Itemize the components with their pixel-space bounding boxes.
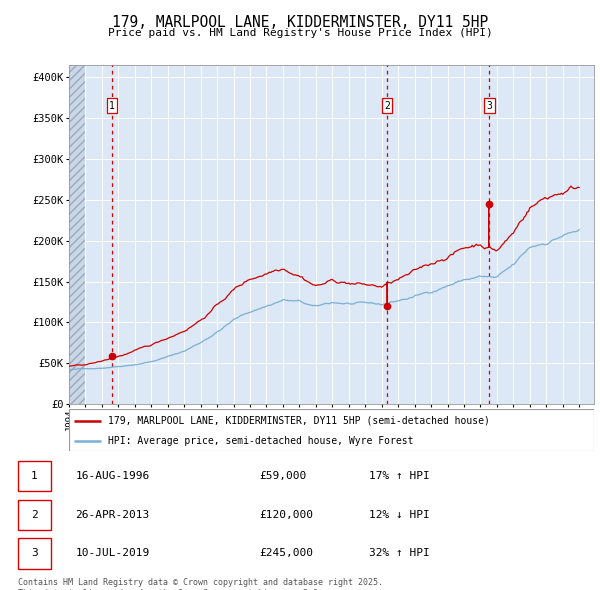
Text: 3: 3 [31,549,38,559]
Text: £120,000: £120,000 [260,510,314,520]
Text: 2: 2 [384,101,390,110]
Text: 1: 1 [31,471,38,481]
Text: 16-AUG-1996: 16-AUG-1996 [76,471,149,481]
Text: 179, MARLPOOL LANE, KIDDERMINSTER, DY11 5HP: 179, MARLPOOL LANE, KIDDERMINSTER, DY11 … [112,15,488,30]
FancyBboxPatch shape [18,500,50,530]
FancyBboxPatch shape [18,538,50,569]
Text: £59,000: £59,000 [260,471,307,481]
Text: 1: 1 [109,101,115,110]
FancyBboxPatch shape [69,409,594,451]
Text: HPI: Average price, semi-detached house, Wyre Forest: HPI: Average price, semi-detached house,… [109,436,414,445]
Text: 12% ↓ HPI: 12% ↓ HPI [369,510,430,520]
Text: 2: 2 [31,510,38,520]
Text: Contains HM Land Registry data © Crown copyright and database right 2025.
This d: Contains HM Land Registry data © Crown c… [18,578,383,590]
Text: 32% ↑ HPI: 32% ↑ HPI [369,549,430,559]
Text: £245,000: £245,000 [260,549,314,559]
Text: 179, MARLPOOL LANE, KIDDERMINSTER, DY11 5HP (semi-detached house): 179, MARLPOOL LANE, KIDDERMINSTER, DY11 … [109,416,490,426]
Bar [69,65,85,404]
FancyBboxPatch shape [18,461,50,491]
Text: 26-APR-2013: 26-APR-2013 [76,510,149,520]
Text: 17% ↑ HPI: 17% ↑ HPI [369,471,430,481]
Text: 10-JUL-2019: 10-JUL-2019 [76,549,149,559]
Text: 3: 3 [486,101,492,110]
Text: Price paid vs. HM Land Registry's House Price Index (HPI): Price paid vs. HM Land Registry's House … [107,28,493,38]
